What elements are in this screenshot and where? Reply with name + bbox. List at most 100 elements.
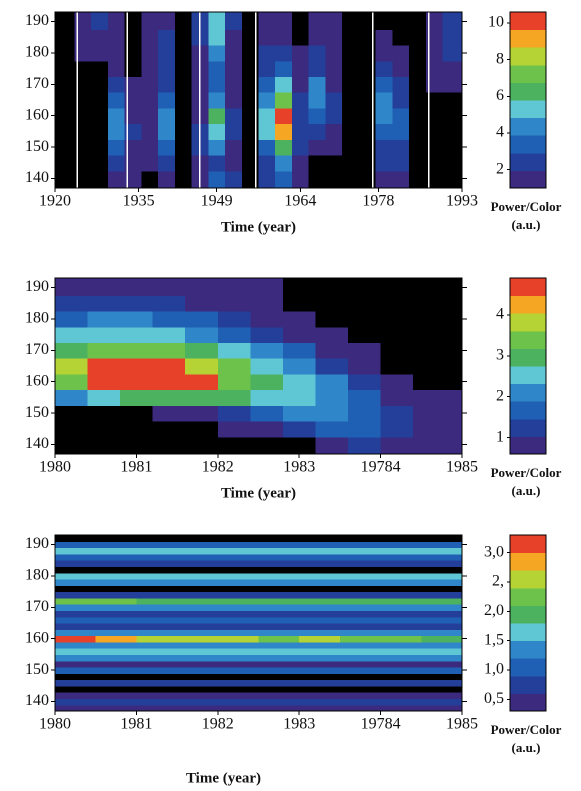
heat-cell [339, 566, 382, 574]
heat-cell [177, 635, 219, 643]
heat-cell [339, 673, 382, 681]
plot-frame [54, 11, 463, 189]
colorbar-tick-label: 4 [496, 306, 504, 323]
heat-cell [177, 692, 219, 700]
heat-cell [95, 641, 137, 649]
heat-cell [136, 604, 178, 612]
heat-cell [158, 139, 176, 156]
heat-cell [91, 123, 109, 140]
heat-cell [421, 623, 463, 630]
heat-cell [421, 692, 463, 700]
heat-cell [141, 155, 159, 172]
heat-cell [95, 704, 137, 712]
heat-cell [225, 60, 243, 78]
heat-cell [208, 45, 226, 62]
y-tick-label: 150 [25, 661, 49, 678]
heat-cell [55, 604, 97, 612]
heat-cell [421, 654, 463, 662]
heat-cell [158, 12, 176, 30]
heat-cell [136, 679, 178, 687]
heat-cell [177, 585, 219, 593]
heat-cell [55, 76, 76, 93]
plot-frame [54, 534, 463, 712]
heat-cell [442, 139, 463, 156]
heat-cell [380, 436, 414, 455]
heat-cell [136, 597, 178, 605]
heat-cell [358, 107, 377, 125]
heat-cell [74, 107, 92, 125]
heat-cell [413, 373, 463, 391]
heat-cell [217, 560, 260, 568]
heat-cell [217, 436, 251, 455]
heat-cell [421, 572, 463, 580]
heat-cell [217, 654, 260, 662]
heat-cell [87, 295, 121, 312]
heat-cell [177, 572, 219, 580]
heat-cell [74, 76, 92, 93]
heat-cell [177, 679, 219, 687]
heat-cell [339, 704, 382, 712]
heat-cell [95, 660, 137, 668]
heat-cell [177, 566, 219, 574]
heat-cell [177, 597, 219, 605]
colorbar-tick-label: 0,5 [484, 690, 504, 707]
heat-cell [174, 123, 193, 140]
heat-cell [375, 76, 393, 93]
heat-cell [325, 170, 343, 189]
colorbar-band [510, 12, 546, 31]
colorbar-band [510, 658, 546, 677]
heat-cell [348, 389, 382, 406]
heat-cell [177, 654, 219, 662]
heat-cell [358, 29, 377, 46]
heat-cell [55, 535, 97, 542]
heat-cell [177, 673, 219, 681]
heat-cell [177, 704, 219, 712]
heat-cell [409, 76, 427, 93]
heat-cell [185, 342, 219, 359]
heat-cell [185, 436, 219, 455]
x-axis-title: Time (year) [186, 770, 261, 786]
heat-cell [413, 278, 463, 296]
heat-cell [141, 107, 159, 125]
heat-cell [258, 29, 276, 46]
heat-cell [158, 123, 176, 140]
y-tick-label: 190 [25, 12, 49, 29]
heat-cell [136, 667, 178, 674]
colorbar-unit: (a.u.) [512, 217, 541, 232]
heat-cell [348, 342, 382, 359]
heat-cell [174, 170, 193, 189]
heat-cell [107, 107, 126, 125]
heat-cell [174, 107, 193, 125]
y-tick-label: 140 [25, 435, 49, 452]
heat-cell [185, 358, 219, 375]
heat-cell [380, 591, 422, 599]
heat-cell [380, 623, 422, 630]
y-tick-label: 180 [25, 310, 49, 327]
x-tick-label: 1985 [446, 459, 478, 476]
heat-cell [74, 139, 92, 156]
heat-cell [339, 641, 382, 649]
heat-cell [421, 597, 463, 605]
heat-cell [217, 641, 260, 649]
heat-cell [250, 421, 284, 438]
heat-cell [348, 326, 382, 344]
heat-cell [380, 660, 422, 668]
heat-cell [152, 405, 186, 422]
heat-cell [339, 579, 382, 586]
heat-cell [325, 76, 343, 93]
heat-cell [299, 597, 341, 605]
heat-cell [120, 311, 154, 328]
heat-cell [299, 610, 341, 618]
heat-cell [299, 547, 341, 555]
heat-cell [421, 566, 463, 574]
heat-cell [141, 139, 159, 156]
heat-cell [291, 139, 310, 156]
heat-cell [152, 421, 186, 438]
heat-cell [409, 29, 427, 46]
heat-cell [258, 170, 276, 189]
heat-cell [380, 311, 414, 328]
heat-cell [124, 76, 143, 93]
heat-cell [392, 170, 410, 189]
heat-cell [380, 704, 422, 712]
heat-cell [308, 60, 327, 78]
